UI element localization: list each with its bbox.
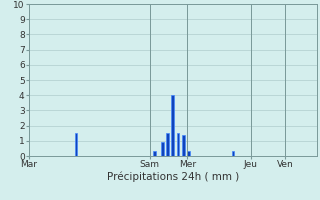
Bar: [166, 133, 169, 156]
Bar: [153, 151, 156, 156]
Bar: [187, 151, 190, 156]
Bar: [172, 95, 174, 156]
Bar: [232, 151, 234, 156]
X-axis label: Précipitations 24h ( mm ): Précipitations 24h ( mm ): [107, 172, 239, 182]
Bar: [161, 142, 164, 156]
Bar: [75, 133, 77, 156]
Bar: [182, 135, 185, 156]
Bar: [177, 133, 179, 156]
